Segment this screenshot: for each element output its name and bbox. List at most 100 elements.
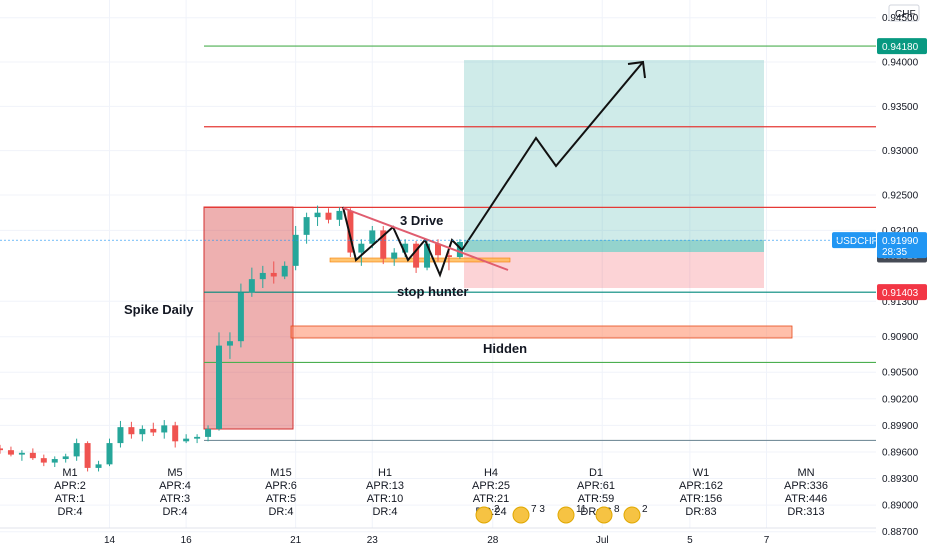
candle-body	[303, 217, 310, 235]
trendline	[342, 207, 509, 271]
price-level-badge	[877, 38, 927, 55]
candle-body	[40, 458, 47, 463]
timeframe-dr: DR:4	[57, 506, 82, 518]
candle-body	[183, 438, 190, 442]
time-axis-tick-label: Jul	[596, 535, 609, 546]
timeframe-dr: DR:4	[268, 506, 293, 518]
event-marker-icon[interactable]	[512, 506, 530, 524]
candle-body	[29, 452, 36, 459]
symbol-badge	[832, 232, 876, 249]
timeframe-atr: ATR:446	[785, 493, 828, 505]
candle-body	[95, 464, 102, 468]
time-axis-tick-label: 16	[181, 535, 193, 546]
event-marker-icon[interactable]	[623, 506, 641, 524]
timeframe-name: W1	[693, 467, 710, 479]
annotation-stop-hunter: stop hunter	[397, 284, 469, 299]
candle-body	[194, 436, 201, 439]
candle-body	[391, 252, 398, 259]
economic-event-markers[interactable]: 2 7 3 11 8 2	[475, 504, 648, 524]
price-axis-tick-label: 0.88700	[882, 527, 919, 538]
time-axis-tick-label: 7	[764, 535, 770, 546]
timeframe-atr: ATR:59	[578, 493, 614, 505]
event-marker-icon[interactable]	[557, 506, 575, 524]
timeframe-atr: ATR:156	[680, 493, 723, 505]
timeframe-apr: APR:25	[472, 480, 510, 492]
stop-hunter-band	[329, 257, 511, 263]
event-marker-count: 7 3	[531, 504, 545, 515]
timeframe-name: M5	[167, 467, 182, 479]
time-axis-tick-label: 23	[367, 535, 379, 546]
candle-body	[128, 427, 135, 435]
countdown-label: 28:35	[882, 247, 907, 258]
projection-arrow-path	[461, 61, 644, 251]
current-price-label: 0.91990	[882, 236, 919, 247]
drawings	[342, 60, 646, 278]
price-axis-tick-label: 0.91300	[882, 297, 919, 308]
timeframe-atr: ATR:1	[55, 493, 85, 505]
long-position-profit-zone	[464, 60, 764, 252]
price-axis-tick-label: 0.90500	[882, 368, 919, 379]
candle-body	[226, 341, 233, 346]
timeframe-apr: APR:162	[679, 480, 723, 492]
timeframe-dr: DR:4	[162, 506, 187, 518]
price-axis-tick-label: 0.94000	[882, 58, 919, 69]
currency-box	[888, 4, 920, 22]
price-axis[interactable]: CHF 0.94500 0.94000 0.93500 0.93000 0.92500 0…	[876, 0, 932, 550]
price-axis-tick-label: 0.89900	[882, 421, 919, 432]
candle-body	[314, 212, 321, 218]
price-axis-tick-label: 0.94500	[882, 13, 919, 24]
three-drive-zigzag	[342, 206, 463, 278]
candle-body	[117, 427, 124, 444]
price-axis-tick-label: 0.92500	[882, 190, 919, 201]
candle-body	[435, 243, 441, 256]
timeframe-apr: APR:2	[54, 480, 86, 492]
candle-body	[237, 292, 244, 342]
price-axis-tick-label: 0.93000	[882, 146, 919, 157]
candle-body	[369, 230, 376, 244]
event-marker-count: 2	[642, 504, 648, 515]
symbol-badge-label: USDCHF	[836, 236, 878, 247]
timeframe-apr: APR:61	[577, 480, 615, 492]
event-marker-icon[interactable]	[475, 506, 493, 524]
price-axis-tick-label: 0.89000	[882, 501, 919, 512]
candle-body	[62, 456, 69, 460]
timeframe-atr: ATR:3	[160, 493, 190, 505]
price-axis-tick-label: 0.90200	[882, 394, 919, 405]
timeframe-name: MN	[797, 467, 814, 479]
candle-body	[139, 428, 146, 435]
time-axis-tick-label: 28	[487, 535, 499, 546]
time-axis[interactable]: 14 16 21 23 28 Jul 5 7	[0, 527, 876, 546]
candle-body	[106, 443, 113, 465]
hidden-zone	[290, 325, 793, 339]
current-price-badge	[877, 232, 927, 259]
candle-body	[413, 243, 420, 268]
candle-body	[270, 272, 277, 277]
annotation-spike-daily: Spike Daily	[124, 302, 194, 317]
annotations: Spike Daily 3 Drive stop hunter Hidden	[124, 213, 527, 356]
event-marker-icon[interactable]	[595, 506, 613, 524]
candle-body	[73, 443, 80, 457]
entry-band	[464, 240, 764, 252]
candle-body	[292, 234, 299, 266]
price-axis-tick-label: 0.90900	[882, 332, 919, 343]
timeframe-apr: APR:4	[159, 480, 191, 492]
candle-body	[281, 265, 288, 277]
timeframe-atr: ATR:5	[266, 493, 296, 505]
annotation-hidden: Hidden	[483, 341, 527, 356]
price-axis-background	[876, 0, 932, 550]
candle-body	[402, 243, 409, 253]
price-axis-tick-label: 0.89300	[882, 474, 919, 485]
candle-body	[380, 230, 387, 259]
candle-body	[358, 243, 365, 253]
candle-body	[336, 210, 343, 220]
timeframe-atr: ATR:10	[367, 493, 403, 505]
price-level-badge-label: 0.91403	[882, 288, 919, 299]
annotation-3-drive: 3 Drive	[400, 213, 443, 228]
zones	[203, 60, 793, 430]
timeframe-dr: DR:83	[685, 506, 716, 518]
candle-body	[347, 210, 354, 253]
candle-body	[7, 450, 14, 455]
price-level-badge	[877, 284, 927, 301]
event-marker-count: 8	[614, 504, 620, 515]
